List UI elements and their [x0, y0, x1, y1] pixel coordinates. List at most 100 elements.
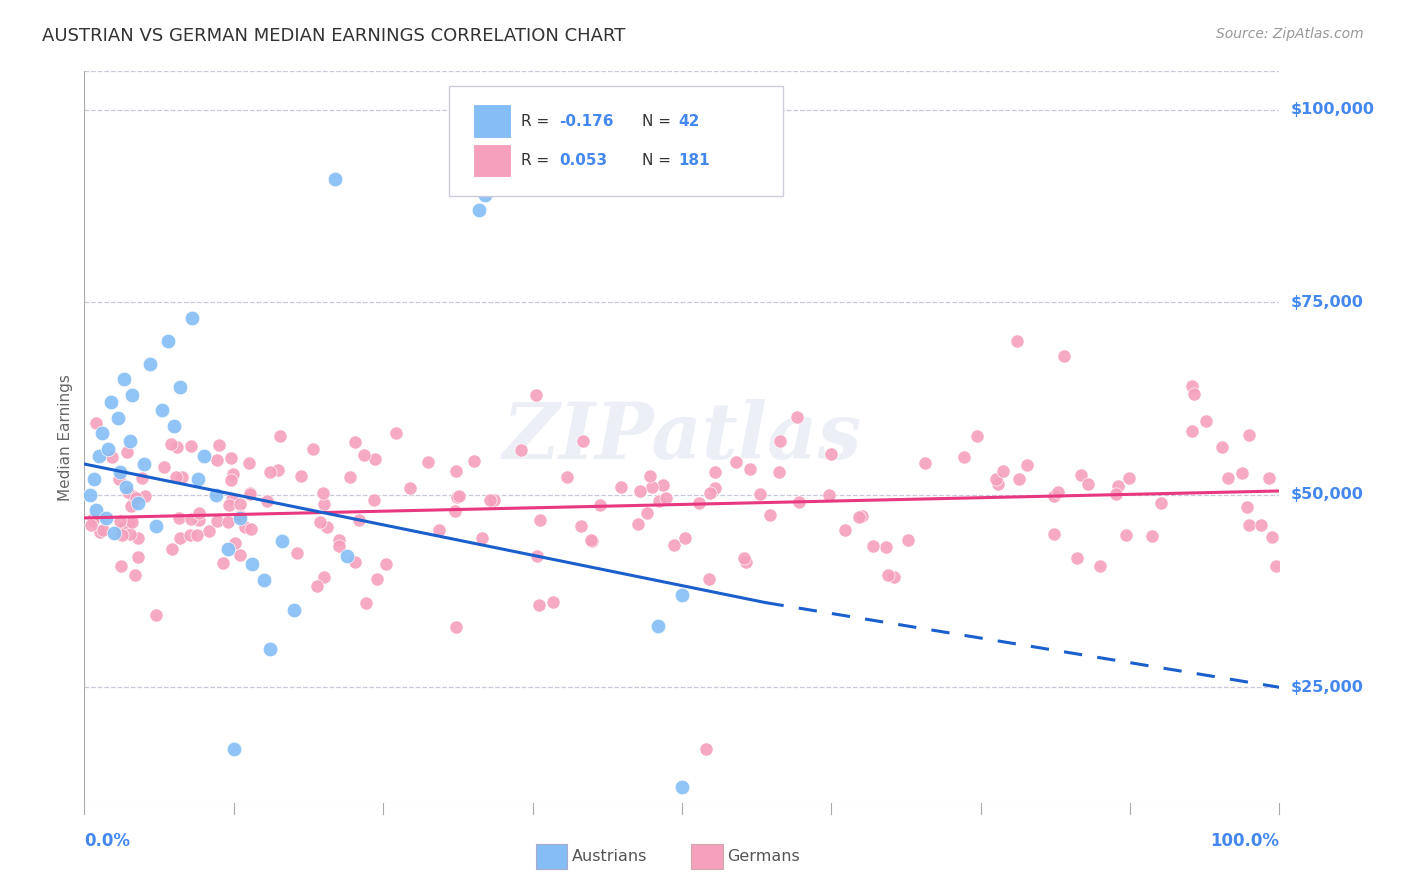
Text: 100.0%: 100.0%: [1211, 832, 1279, 850]
Point: [110, 514, 132, 528]
Point: [219, 450, 242, 465]
Point: [160, 436, 183, 450]
Point: [673, 531, 696, 545]
Point: [966, 429, 988, 443]
Point: [834, 523, 856, 537]
Point: [579, 533, 602, 548]
Point: [349, 513, 371, 527]
Text: -0.176: -0.176: [558, 113, 613, 128]
Point: [1250, 518, 1272, 533]
Point: [366, 573, 388, 587]
Point: [398, 481, 420, 495]
Point: [112, 372, 135, 386]
Point: [444, 504, 467, 518]
Point: [703, 481, 725, 495]
Point: [882, 570, 904, 584]
Text: 42: 42: [678, 113, 700, 128]
Point: [169, 380, 191, 394]
Point: [167, 511, 190, 525]
Point: [748, 486, 770, 500]
Point: [270, 534, 292, 549]
Text: N =: N =: [643, 113, 676, 128]
Point: [127, 495, 149, 509]
Point: [638, 468, 661, 483]
FancyBboxPatch shape: [472, 144, 510, 178]
Point: [446, 491, 468, 505]
Point: [1181, 424, 1204, 438]
Text: Austrians: Austrians: [572, 848, 647, 863]
Point: [418, 455, 440, 469]
Point: [914, 456, 936, 470]
Point: [1261, 530, 1284, 544]
Point: [134, 489, 156, 503]
Point: [169, 532, 191, 546]
Point: [740, 462, 762, 476]
Point: [309, 515, 332, 529]
Point: [97, 442, 120, 456]
Point: [627, 516, 650, 531]
Point: [259, 465, 281, 479]
Point: [314, 497, 336, 511]
Point: [984, 472, 1007, 486]
Point: [139, 357, 162, 371]
Point: [312, 485, 335, 500]
Point: [647, 618, 669, 632]
Point: [509, 442, 531, 457]
Point: [1237, 428, 1260, 442]
Point: [1043, 526, 1066, 541]
Point: [107, 410, 129, 425]
Point: [1115, 527, 1137, 541]
Point: [187, 472, 209, 486]
Point: [188, 513, 211, 527]
Point: [768, 465, 790, 479]
Point: [217, 515, 239, 529]
Point: [862, 539, 884, 553]
Point: [446, 464, 468, 478]
Point: [589, 498, 612, 512]
Text: $75,000: $75,000: [1291, 295, 1364, 310]
Point: [153, 460, 176, 475]
Point: [427, 523, 450, 537]
Point: [786, 410, 808, 425]
Text: $100,000: $100,000: [1291, 103, 1375, 118]
Point: [952, 450, 974, 464]
Point: [1195, 414, 1218, 428]
Point: [474, 187, 496, 202]
Point: [110, 558, 132, 573]
Point: [1090, 558, 1112, 573]
Point: [218, 498, 240, 512]
Point: [704, 466, 727, 480]
Point: [145, 518, 167, 533]
Point: [117, 444, 139, 458]
Point: [224, 535, 246, 549]
Point: [343, 435, 366, 450]
FancyBboxPatch shape: [472, 104, 510, 138]
FancyBboxPatch shape: [692, 844, 723, 869]
Point: [290, 469, 312, 483]
Point: [897, 533, 920, 548]
Point: [1070, 468, 1092, 483]
Point: [238, 487, 260, 501]
Point: [768, 434, 790, 449]
Point: [229, 549, 252, 563]
Point: [787, 495, 810, 509]
Point: [259, 641, 281, 656]
Point: [160, 541, 183, 556]
Text: 0.053: 0.053: [558, 153, 607, 168]
Point: [89, 524, 111, 539]
Point: [229, 508, 252, 523]
Point: [993, 464, 1015, 478]
Point: [253, 573, 276, 587]
Point: [1237, 518, 1260, 533]
Point: [150, 403, 173, 417]
Point: [86, 503, 108, 517]
Point: [640, 480, 662, 494]
Point: [212, 557, 235, 571]
Point: [186, 527, 208, 541]
Text: 181: 181: [678, 153, 710, 168]
Point: [187, 507, 209, 521]
Point: [339, 470, 361, 484]
Point: [468, 202, 491, 217]
Point: [471, 531, 494, 545]
Point: [648, 493, 671, 508]
